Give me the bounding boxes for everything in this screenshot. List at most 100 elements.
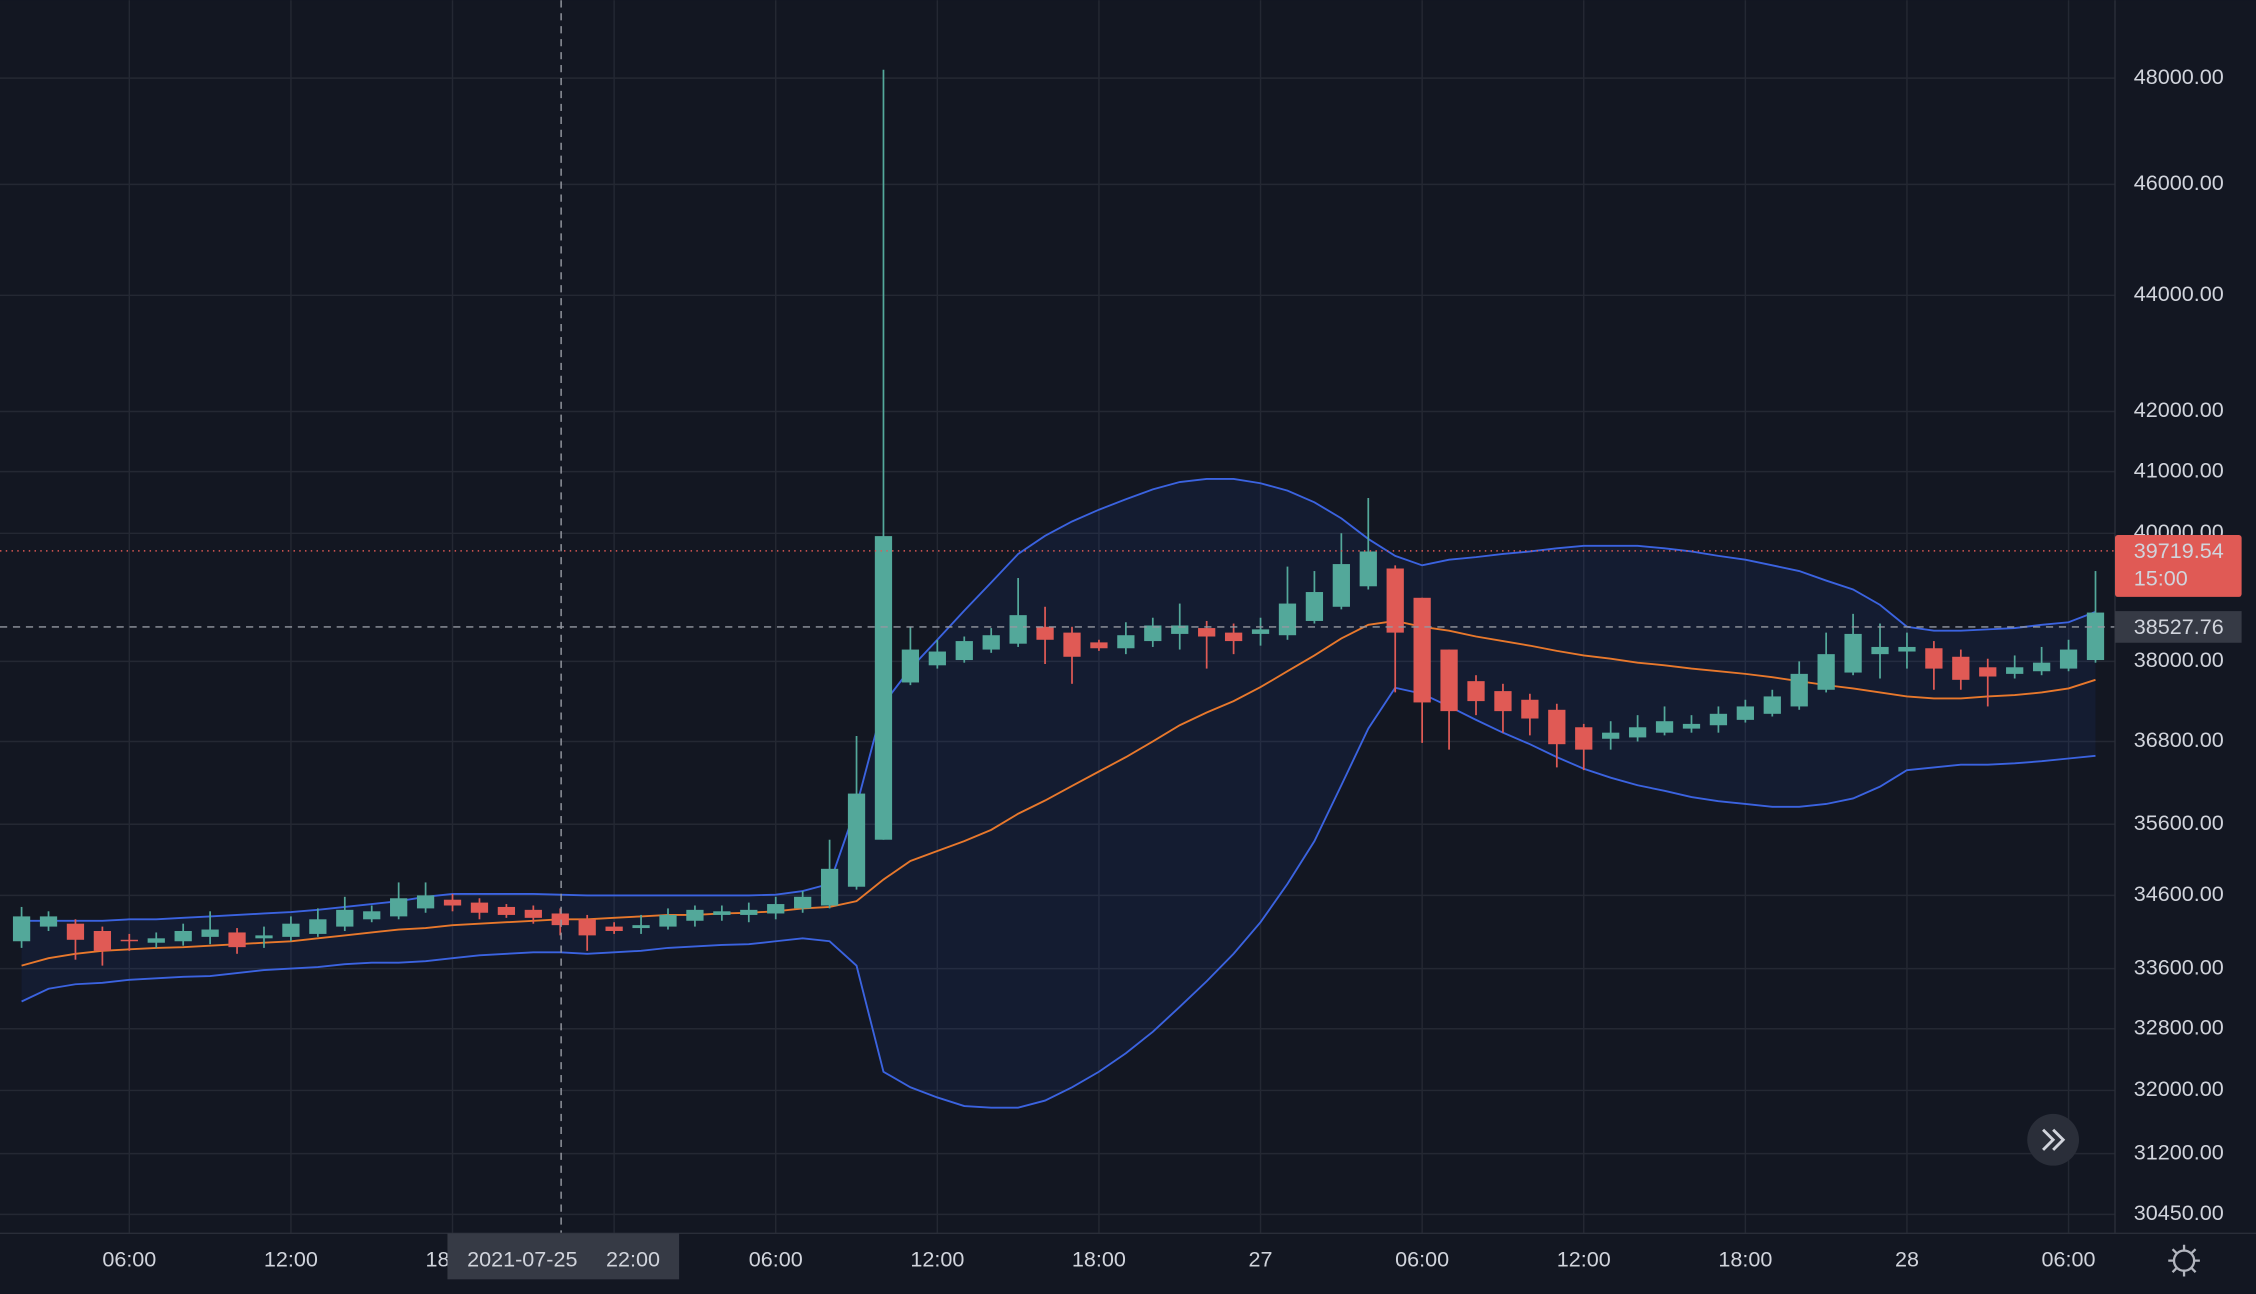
y-tick-label: 36800.00 [2134,727,2224,752]
plot [12,69,2105,1109]
candle-body [497,906,516,915]
x-tick-label: 12:00 [910,1246,964,1271]
y-tick-label: 30450.00 [2134,1200,2224,1225]
candle-body [1440,649,1458,712]
candle-body [1224,632,1243,642]
candle-body [713,911,731,915]
candle-body [2032,662,2051,672]
candle-body [1117,635,1135,649]
candle-body [39,916,58,927]
candle-body [1171,625,1189,634]
candle-body [66,923,85,940]
candle-body [1575,727,1593,750]
x-tick-label: 06:00 [749,1246,803,1271]
crosshair-time-box [447,1233,680,1280]
candle-body [2059,649,2078,669]
candle-body [605,926,623,931]
candle-body [740,909,758,915]
candle-body [1682,723,1701,729]
candle-body [93,930,112,951]
x-tick-label: 06:00 [102,1246,156,1271]
candle-body [1655,721,1674,733]
x-tick-label: 12:00 [1557,1246,1611,1271]
candle-body [847,793,866,887]
candle-body [1198,628,1216,637]
candle-body [1602,732,1620,739]
y-tick-label: 32800.00 [2134,1014,2224,1039]
candle-body [928,651,946,666]
countdown-label: 15:00 [2134,565,2188,590]
x-tick-label: 18:00 [1718,1246,1772,1271]
candle-body [1521,699,1539,719]
candle-body [1251,629,1270,634]
candle-body [470,902,489,913]
candle-body [659,914,677,927]
y-tick-label: 32000.00 [2134,1076,2224,1101]
candle-body [1952,656,1970,680]
candle-body [201,929,219,937]
candle-body [1359,551,1377,587]
settings-button[interactable] [2168,1244,2200,1277]
candle-body [1709,713,1728,726]
candle-body [390,898,408,917]
candle-body [1413,597,1431,703]
crosshair-price-label: 38527.76 [2134,614,2224,639]
y-tick-label: 44000.00 [2134,281,2224,306]
y-tick-label: 34600.00 [2134,881,2224,906]
indicator-line [21,620,2096,967]
candle-body [309,919,327,934]
candle-body [1628,727,1647,738]
indicator-line [21,478,2096,922]
candle-body [2006,667,2024,674]
y-tick-label: 38000.00 [2134,647,2224,672]
y-tick-label: 31200.00 [2134,1139,2224,1164]
x-tick-label: 18:00 [1072,1246,1126,1271]
candle-body [1090,642,1108,649]
last-price-box [2115,535,2242,597]
candle-body [1817,654,1835,690]
candle-body [1467,681,1485,702]
x-tick-label: 12:00 [264,1246,318,1271]
candle-body [767,904,785,914]
candle-body [1063,632,1081,657]
labels: 48000.00 46000.00 44000.00 42000.00 41000.00… [102,64,2242,1280]
candle-body [794,896,812,909]
y-tick-label: 41000.00 [2134,457,2224,482]
x-tick-label: 06:00 [2042,1246,2096,1271]
candle-body [578,919,596,936]
candle-body [686,909,704,921]
candle-body [1548,709,1566,745]
candle-body [416,895,435,909]
candle-body [1332,564,1350,607]
crosshair-time: 22:00 [606,1246,660,1271]
x-tick-label: 28 [1895,1246,1919,1271]
gear-spokes [2168,1244,2200,1277]
candle-body [874,536,893,840]
candle-body [1844,633,1862,673]
candle-body [174,930,192,942]
candle-body [551,913,569,926]
grid [0,0,2115,1234]
chevron-icon [2042,1128,2066,1151]
candle-body [1871,646,1889,655]
candle-body [1494,691,1512,712]
candle-body [1278,603,1297,636]
last-price-label: 39719.54 [2134,538,2224,563]
candle-body [1305,592,1324,621]
candle-body [1386,568,1404,633]
y-tick-label: 33600.00 [2134,954,2224,979]
candle-body [1898,646,1916,652]
candle-body [255,935,273,939]
candle-body [955,641,973,661]
candle-body [632,925,650,929]
candle-body [147,938,165,943]
candle-body [524,909,542,918]
crosshair-price-box [2115,611,2242,643]
x-tick-label: 06:00 [1395,1246,1449,1271]
scroll-button[interactable] [2027,1113,2080,1166]
candle-body [1790,673,1808,707]
candle-body [336,909,354,927]
candle-body [1979,667,1997,677]
candle-body [1925,648,1943,669]
